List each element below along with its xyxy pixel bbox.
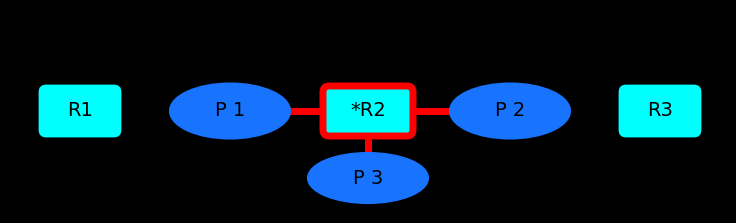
Text: P 3: P 3: [353, 169, 383, 188]
Text: *R2: *R2: [350, 101, 386, 120]
FancyBboxPatch shape: [40, 86, 120, 136]
Text: R1: R1: [67, 101, 93, 120]
Ellipse shape: [308, 153, 428, 203]
Text: P 2: P 2: [495, 101, 525, 120]
Ellipse shape: [450, 83, 570, 138]
FancyBboxPatch shape: [323, 86, 413, 136]
Ellipse shape: [170, 83, 290, 138]
Text: P 1: P 1: [215, 101, 245, 120]
FancyBboxPatch shape: [620, 86, 700, 136]
Text: R3: R3: [647, 101, 673, 120]
